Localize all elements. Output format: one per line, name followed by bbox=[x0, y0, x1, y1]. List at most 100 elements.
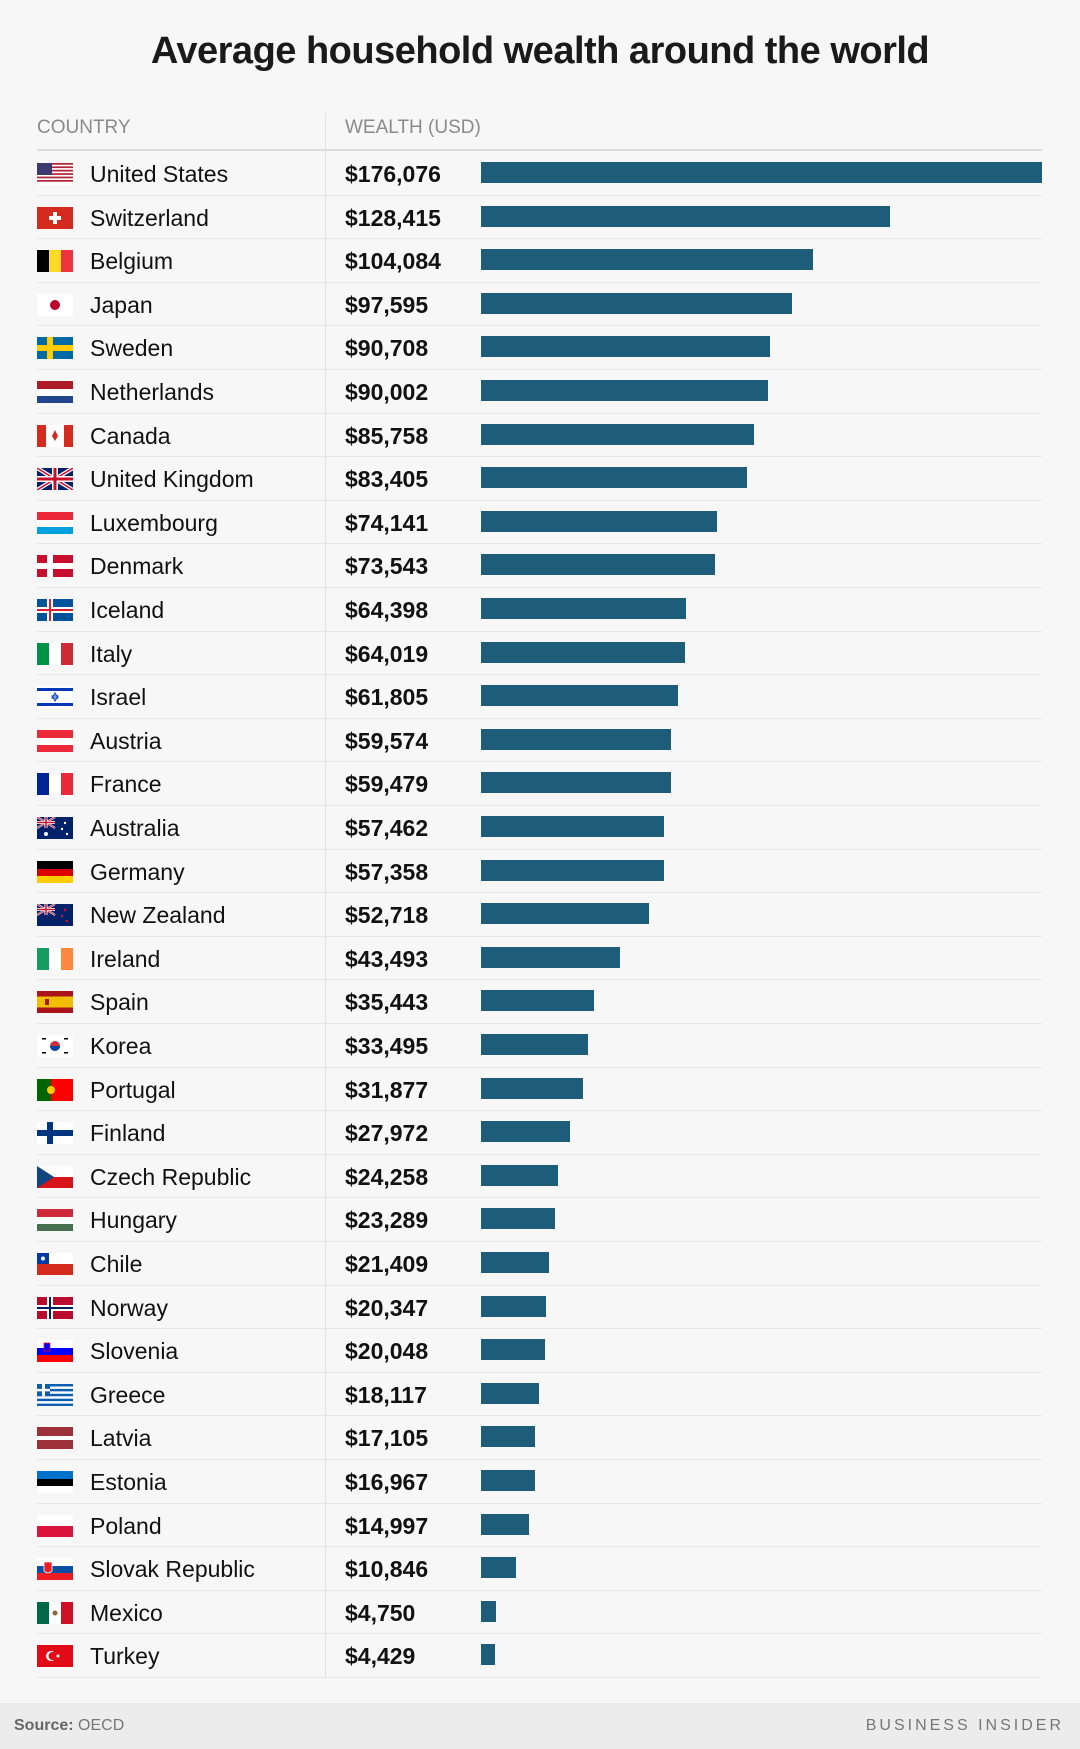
table-row: Netherlands $90,002 bbox=[37, 369, 1042, 414]
country-label: Slovenia bbox=[90, 1338, 179, 1365]
flag-mx-icon bbox=[37, 1601, 73, 1624]
value-label: $90,002 bbox=[345, 379, 429, 405]
country-label: Mexico bbox=[90, 1599, 163, 1626]
bar bbox=[481, 728, 671, 750]
country-label: Korea bbox=[90, 1033, 152, 1059]
value-label: $17,105 bbox=[345, 1425, 429, 1452]
flag-pl-icon bbox=[37, 1514, 73, 1537]
table-row: Estonia $16,967 bbox=[37, 1459, 1042, 1504]
flag-gr-icon bbox=[37, 1383, 73, 1406]
table-row: Denmark $73,543 bbox=[37, 543, 1042, 588]
bar bbox=[481, 1077, 583, 1099]
country-label: Australia bbox=[90, 815, 180, 841]
chart-title: Average household wealth around the worl… bbox=[150, 30, 930, 72]
bar bbox=[481, 1295, 546, 1317]
value-label: $64,398 bbox=[345, 597, 429, 623]
flag-nl-icon bbox=[37, 381, 73, 403]
country-label: Germany bbox=[90, 858, 185, 885]
country-label: Hungary bbox=[90, 1207, 177, 1234]
bar bbox=[481, 423, 755, 445]
country-label: Switzerland bbox=[90, 204, 209, 231]
bar bbox=[481, 249, 813, 271]
flag-si-icon bbox=[37, 1340, 73, 1363]
country-label: United States bbox=[90, 161, 229, 187]
bar bbox=[481, 903, 649, 925]
value-label: $128,415 bbox=[345, 204, 441, 231]
value-label: $24,258 bbox=[345, 1163, 429, 1190]
table-row: France $59,479 bbox=[37, 761, 1042, 806]
country-label: Finland bbox=[90, 1120, 166, 1147]
country-label: Belgium bbox=[90, 248, 174, 275]
country-label: Latvia bbox=[90, 1425, 152, 1452]
country-label: Italy bbox=[90, 640, 133, 667]
flag-au-icon bbox=[37, 817, 73, 839]
value-label: $64,019 bbox=[345, 640, 429, 667]
flag-es-icon bbox=[37, 991, 73, 1014]
value-label: $73,543 bbox=[345, 553, 429, 580]
value-label: $52,718 bbox=[345, 902, 429, 929]
table-row: United States $176,076 bbox=[37, 151, 1042, 196]
table-row: Luxembourg $74,141 bbox=[37, 500, 1042, 545]
table-row: Turkey $4,429 bbox=[37, 1633, 1042, 1678]
value-label: $16,967 bbox=[345, 1469, 429, 1495]
value-label: $104,084 bbox=[345, 248, 441, 275]
flag-it-icon bbox=[37, 642, 73, 665]
flag-fi-icon bbox=[37, 1122, 73, 1145]
flag-cl-icon bbox=[37, 1253, 73, 1275]
source-note: Source: OECD bbox=[14, 1717, 124, 1735]
country-label: Poland bbox=[90, 1512, 162, 1539]
table-row: Spain $35,443 bbox=[37, 979, 1042, 1024]
bar bbox=[481, 598, 687, 619]
bar bbox=[481, 510, 718, 532]
column-header-country: COUNTRY bbox=[37, 117, 131, 138]
table-row: Mexico $4,750 bbox=[37, 1590, 1042, 1635]
country-label: Japan bbox=[90, 291, 153, 318]
value-label: $23,289 bbox=[345, 1207, 429, 1234]
value-label: $33,495 bbox=[345, 1033, 429, 1059]
bar bbox=[481, 685, 678, 707]
bar bbox=[481, 1164, 559, 1186]
bar bbox=[481, 1644, 496, 1666]
flag-pt-icon bbox=[37, 1078, 73, 1101]
country-label: Chile bbox=[90, 1251, 143, 1277]
value-label: $20,048 bbox=[345, 1338, 429, 1365]
table-row: Latvia $17,105 bbox=[37, 1415, 1042, 1460]
table-row: Israel $61,805 bbox=[37, 674, 1042, 719]
flag-ch-icon bbox=[37, 206, 73, 229]
value-label: $35,443 bbox=[345, 989, 429, 1016]
bar bbox=[481, 1600, 497, 1622]
flag-kr-icon bbox=[37, 1035, 73, 1057]
bar bbox=[481, 292, 792, 314]
bar bbox=[481, 816, 665, 837]
bar bbox=[481, 380, 768, 401]
flag-sk-icon bbox=[37, 1558, 73, 1581]
brand-logo: BUSINESS INSIDER bbox=[865, 1717, 1064, 1734]
value-label: $27,972 bbox=[345, 1120, 429, 1147]
value-label: $20,347 bbox=[345, 1294, 429, 1321]
country-label: Israel bbox=[90, 684, 147, 711]
country-label: Denmark bbox=[90, 553, 184, 580]
country-label: Ireland bbox=[90, 945, 161, 972]
flag-lu-icon bbox=[37, 511, 73, 534]
value-label: $4,750 bbox=[345, 1599, 416, 1626]
flag-cz-icon bbox=[37, 1165, 73, 1188]
flag-de-icon bbox=[37, 860, 73, 883]
table-row: Portugal $31,877 bbox=[37, 1067, 1042, 1112]
value-label: $90,708 bbox=[345, 335, 429, 362]
flag-nz-icon bbox=[37, 904, 73, 927]
flag-se-icon bbox=[37, 337, 73, 360]
country-label: Czech Republic bbox=[90, 1163, 252, 1190]
bar bbox=[481, 641, 685, 663]
flag-gb-icon bbox=[37, 468, 73, 491]
flag-tr-icon bbox=[37, 1645, 73, 1668]
table-row: Norway $20,347 bbox=[37, 1285, 1042, 1330]
flag-ee-icon bbox=[37, 1471, 73, 1493]
country-label: Portugal bbox=[90, 1076, 176, 1103]
value-label: $18,117 bbox=[345, 1381, 427, 1408]
bar bbox=[481, 554, 716, 576]
bar bbox=[481, 859, 664, 881]
table-row: Finland $27,972 bbox=[37, 1110, 1042, 1155]
table-row: Chile $21,409 bbox=[37, 1241, 1042, 1286]
table-row: Austria $59,574 bbox=[37, 718, 1042, 763]
country-label: Greece bbox=[90, 1381, 166, 1408]
